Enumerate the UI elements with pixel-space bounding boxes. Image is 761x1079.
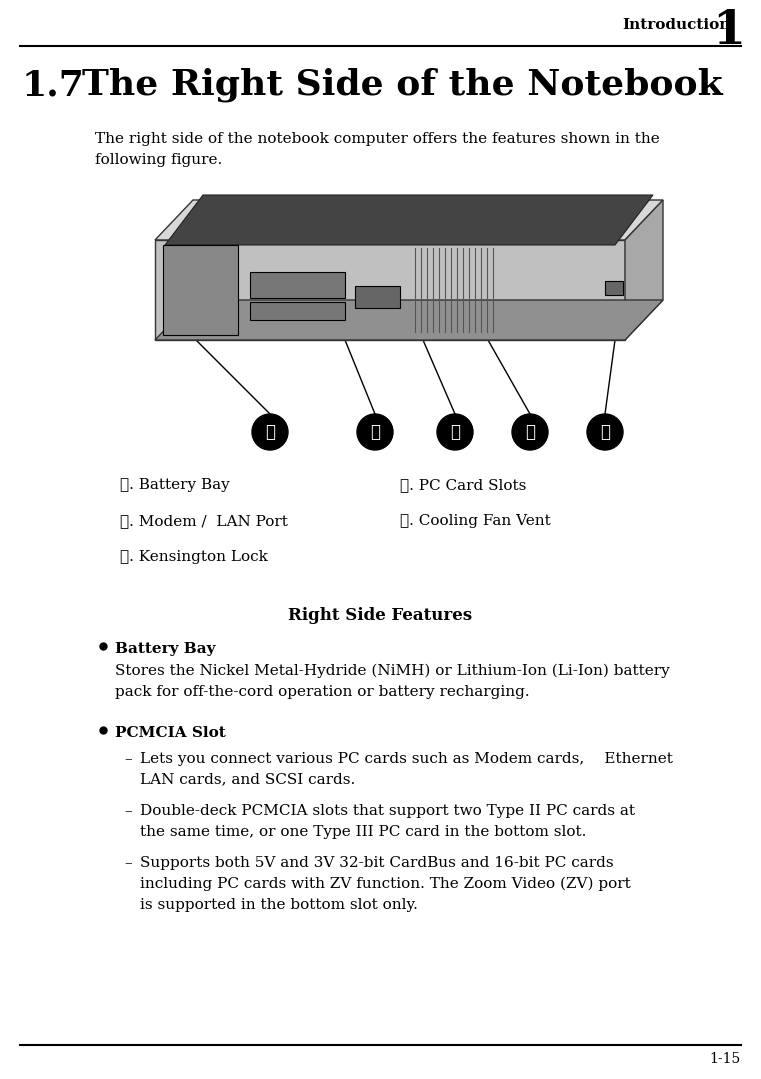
Bar: [163, 245, 238, 334]
Text: ③: ③: [450, 423, 460, 440]
Circle shape: [357, 414, 393, 450]
Text: ④: ④: [525, 423, 535, 440]
Text: Battery Bay: Battery Bay: [115, 642, 215, 656]
Text: PCMCIA Slot: PCMCIA Slot: [115, 726, 226, 740]
Text: ③. Modem /  LAN Port: ③. Modem / LAN Port: [120, 514, 288, 528]
Polygon shape: [155, 200, 663, 240]
Text: ②: ②: [370, 423, 380, 440]
Text: ⑤: ⑤: [600, 423, 610, 440]
Text: ①. Battery Bay: ①. Battery Bay: [120, 478, 230, 492]
Polygon shape: [155, 240, 625, 340]
Text: 1.7: 1.7: [22, 68, 85, 103]
Circle shape: [252, 414, 288, 450]
Text: 1: 1: [712, 8, 745, 54]
Text: ②. PC Card Slots: ②. PC Card Slots: [400, 478, 527, 492]
Bar: [355, 286, 400, 308]
Circle shape: [437, 414, 473, 450]
Polygon shape: [625, 200, 663, 340]
Bar: [250, 302, 345, 320]
Circle shape: [512, 414, 548, 450]
Bar: [250, 272, 345, 298]
Bar: [605, 281, 623, 295]
Text: ④. Cooling Fan Vent: ④. Cooling Fan Vent: [400, 514, 551, 528]
Text: The right side of the notebook computer offers the features shown in the
followi: The right side of the notebook computer …: [95, 132, 660, 166]
Text: ⑤. Kensington Lock: ⑤. Kensington Lock: [120, 550, 268, 564]
Text: Lets you connect various PC cards such as Modem cards,  Ethernet
LAN cards, and : Lets you connect various PC cards such a…: [140, 752, 673, 787]
Circle shape: [587, 414, 623, 450]
Text: 1-15: 1-15: [710, 1052, 741, 1066]
Polygon shape: [155, 300, 663, 340]
Text: The Right Side of the Notebook: The Right Side of the Notebook: [82, 68, 723, 103]
Text: Introduction: Introduction: [622, 18, 731, 32]
Text: –: –: [124, 804, 132, 818]
Text: Supports both 5V and 3V 32-bit CardBus and 16-bit PC cards
including PC cards wi: Supports both 5V and 3V 32-bit CardBus a…: [140, 856, 631, 912]
Polygon shape: [165, 195, 653, 245]
Text: Double-deck PCMCIA slots that support two Type II PC cards at
the same time, or : Double-deck PCMCIA slots that support tw…: [140, 804, 635, 838]
Text: –: –: [124, 856, 132, 870]
Text: –: –: [124, 752, 132, 766]
Text: Stores the Nickel Metal-Hydride (NiMH) or Lithium-Ion (Li-Ion) battery
pack for : Stores the Nickel Metal-Hydride (NiMH) o…: [115, 664, 670, 699]
Text: Right Side Features: Right Side Features: [288, 607, 472, 624]
Text: ①: ①: [265, 423, 275, 440]
